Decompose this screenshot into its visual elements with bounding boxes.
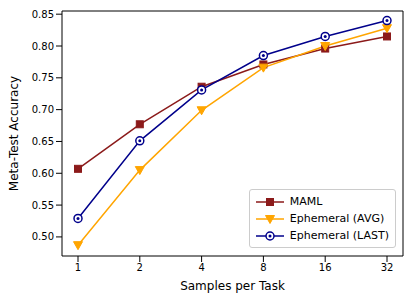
svg-text:4: 4 — [198, 262, 204, 273]
svg-text:0.70: 0.70 — [32, 104, 54, 115]
html-text:Ephemeral (LAST): Ephemeral (LAST) — [289, 229, 389, 242]
svg-text:16: 16 — [319, 262, 332, 273]
svg-text:0.75: 0.75 — [32, 72, 54, 83]
svg-text:0.85: 0.85 — [32, 9, 54, 20]
svg-text:Samples per Task: Samples per Task — [180, 279, 285, 293]
html-text:MAML: MAML — [289, 195, 323, 208]
svg-text:0.65: 0.65 — [32, 136, 54, 147]
svg-text:0.55: 0.55 — [32, 200, 54, 211]
svg-text:32: 32 — [381, 262, 394, 273]
svg-text:0.80: 0.80 — [32, 41, 54, 52]
svg-text:1: 1 — [75, 262, 81, 273]
html-text:Ephemeral (AVG): Ephemeral (AVG) — [289, 212, 385, 225]
svg-text:8: 8 — [260, 262, 266, 273]
svg-text:0.60: 0.60 — [32, 168, 54, 179]
svg-text:Meta-Test Accuracy: Meta-Test Accuracy — [8, 76, 21, 191]
svg-text:0.50: 0.50 — [32, 231, 54, 242]
svg-text:2: 2 — [137, 262, 143, 273]
